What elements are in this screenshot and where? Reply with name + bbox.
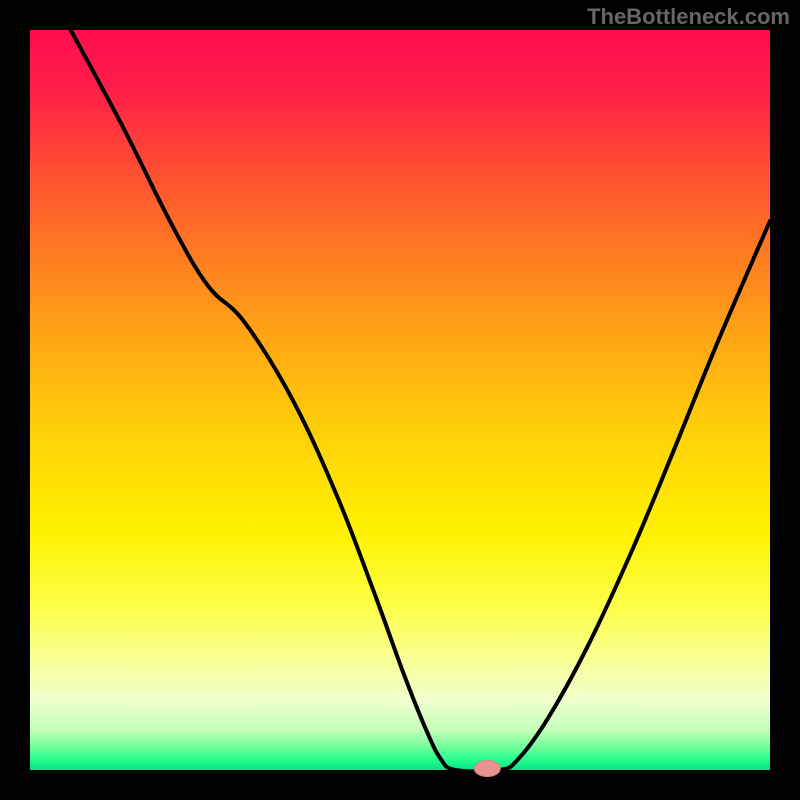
bottleneck-curve-chart bbox=[0, 0, 800, 800]
optimal-point-marker bbox=[474, 761, 500, 777]
watermark-text: TheBottleneck.com bbox=[587, 4, 790, 30]
chart-container: TheBottleneck.com bbox=[0, 0, 800, 800]
